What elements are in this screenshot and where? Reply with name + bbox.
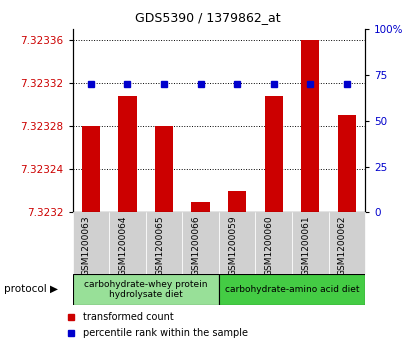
Bar — [109, 212, 146, 274]
Text: GSM1200063: GSM1200063 — [82, 216, 91, 276]
Bar — [219, 274, 365, 305]
Text: protocol ▶: protocol ▶ — [4, 285, 58, 294]
Text: GSM1200059: GSM1200059 — [228, 216, 237, 276]
Text: percentile rank within the sample: percentile rank within the sample — [83, 328, 248, 338]
Text: carbohydrate-whey protein
hydrolysate diet: carbohydrate-whey protein hydrolysate di… — [84, 280, 208, 299]
Bar — [118, 96, 137, 212]
Text: GSM1200066: GSM1200066 — [192, 216, 200, 276]
Text: carbohydrate-amino acid diet: carbohydrate-amino acid diet — [225, 285, 359, 294]
Text: GSM1200064: GSM1200064 — [119, 216, 127, 276]
Text: GSM1200062: GSM1200062 — [338, 216, 347, 276]
Bar — [228, 191, 247, 212]
Text: GSM1200065: GSM1200065 — [155, 216, 164, 276]
Bar — [265, 96, 283, 212]
Bar — [155, 126, 173, 212]
Text: transformed count: transformed count — [83, 312, 173, 322]
Bar — [292, 212, 329, 274]
Bar — [191, 201, 210, 212]
Bar — [73, 212, 109, 274]
Bar — [338, 115, 356, 212]
Text: GSM1200060: GSM1200060 — [265, 216, 274, 276]
Text: GDS5390 / 1379862_at: GDS5390 / 1379862_at — [135, 11, 280, 24]
Bar — [182, 212, 219, 274]
Text: GSM1200061: GSM1200061 — [301, 216, 310, 276]
Bar — [82, 126, 100, 212]
Bar — [219, 212, 256, 274]
Bar — [146, 212, 182, 274]
Bar — [256, 212, 292, 274]
Bar — [329, 212, 365, 274]
Bar — [301, 40, 320, 212]
Bar — [73, 274, 219, 305]
